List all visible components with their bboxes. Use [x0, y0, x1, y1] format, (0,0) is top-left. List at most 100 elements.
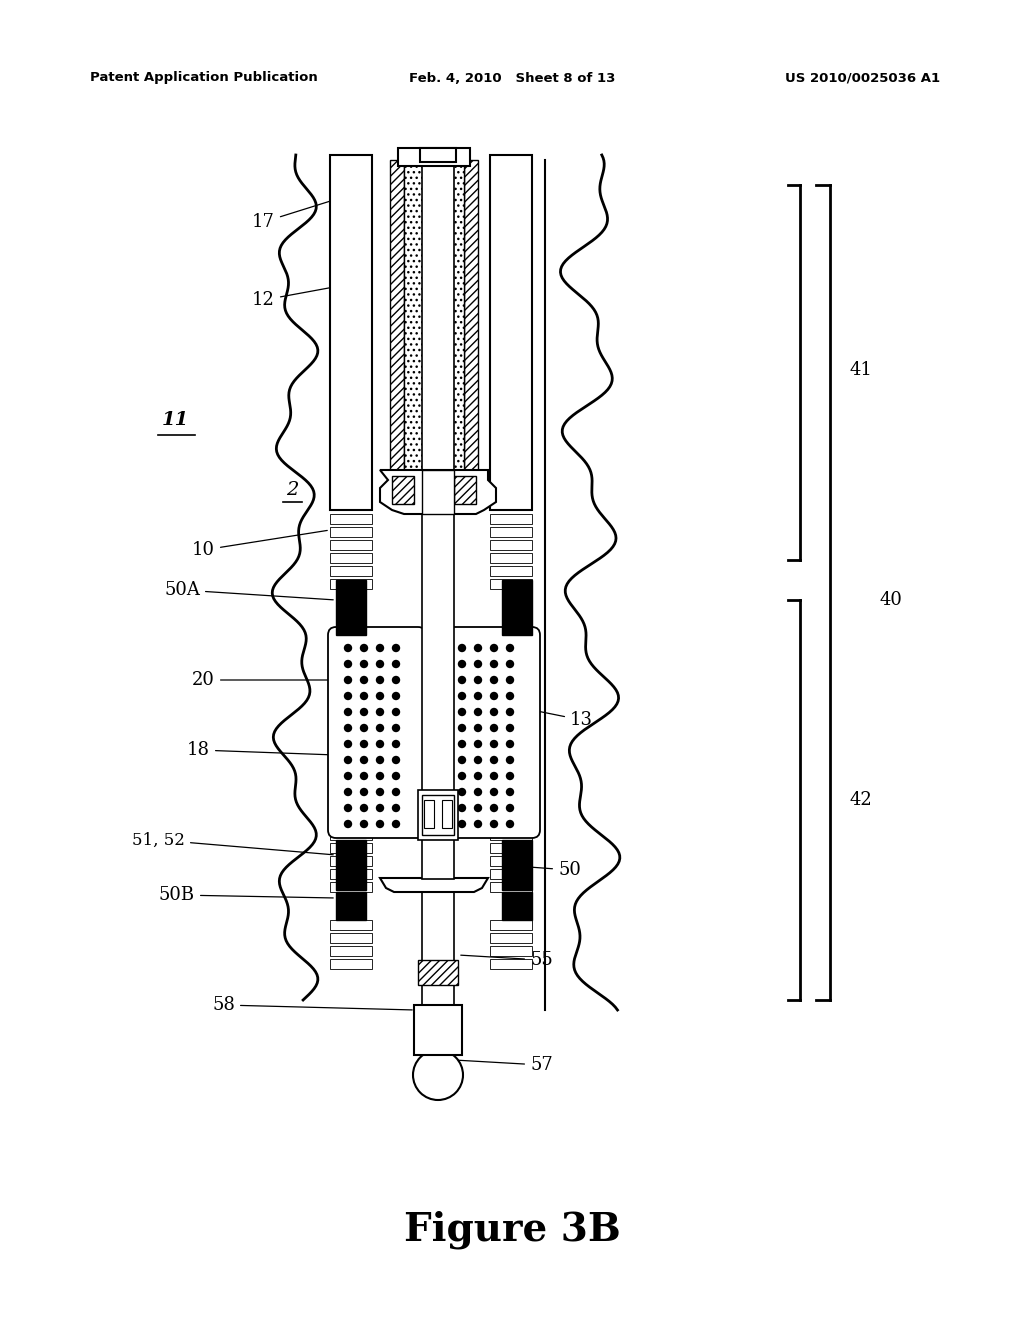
Circle shape: [490, 644, 498, 652]
Circle shape: [474, 660, 481, 668]
Circle shape: [459, 693, 466, 700]
Bar: [414, 1005, 462, 1055]
Bar: [336, 840, 366, 890]
Circle shape: [474, 709, 481, 715]
Bar: [422, 795, 454, 836]
Bar: [490, 566, 532, 576]
Text: 2: 2: [286, 480, 298, 499]
Circle shape: [459, 725, 466, 731]
Bar: [490, 960, 532, 969]
Circle shape: [507, 741, 513, 747]
Circle shape: [392, 741, 399, 747]
Bar: [330, 830, 372, 840]
Circle shape: [490, 660, 498, 668]
Circle shape: [377, 804, 384, 812]
Text: 42: 42: [850, 791, 872, 809]
Circle shape: [377, 756, 384, 763]
Polygon shape: [380, 878, 488, 892]
Text: 18: 18: [187, 741, 333, 759]
Text: 13: 13: [535, 710, 593, 729]
Circle shape: [507, 821, 513, 828]
Circle shape: [490, 741, 498, 747]
Circle shape: [344, 676, 351, 684]
Circle shape: [474, 725, 481, 731]
Bar: [490, 920, 532, 931]
Bar: [422, 513, 454, 879]
Bar: [336, 892, 366, 920]
Circle shape: [507, 804, 513, 812]
Circle shape: [344, 709, 351, 715]
Bar: [490, 933, 532, 942]
Bar: [422, 879, 454, 1008]
Bar: [418, 960, 458, 985]
Circle shape: [360, 660, 368, 668]
Circle shape: [459, 772, 466, 780]
Circle shape: [392, 788, 399, 796]
Circle shape: [474, 676, 481, 684]
Circle shape: [459, 788, 466, 796]
Bar: [422, 470, 454, 513]
Circle shape: [490, 725, 498, 731]
Circle shape: [360, 821, 368, 828]
Circle shape: [490, 788, 498, 796]
Bar: [418, 789, 458, 840]
Text: Feb. 4, 2010   Sheet 8 of 13: Feb. 4, 2010 Sheet 8 of 13: [409, 71, 615, 84]
Bar: [330, 540, 372, 550]
Circle shape: [459, 821, 466, 828]
Circle shape: [392, 660, 399, 668]
Bar: [330, 855, 372, 866]
Bar: [490, 882, 532, 892]
Circle shape: [377, 676, 384, 684]
Circle shape: [377, 644, 384, 652]
Text: 40: 40: [880, 591, 903, 609]
Bar: [420, 148, 456, 162]
Circle shape: [507, 788, 513, 796]
Circle shape: [360, 725, 368, 731]
Bar: [424, 800, 434, 828]
Circle shape: [377, 709, 384, 715]
Bar: [490, 830, 532, 840]
Text: 55: 55: [461, 950, 553, 969]
Circle shape: [360, 741, 368, 747]
Circle shape: [474, 693, 481, 700]
Circle shape: [474, 644, 481, 652]
Circle shape: [507, 676, 513, 684]
Circle shape: [344, 660, 351, 668]
Bar: [490, 553, 532, 564]
Circle shape: [507, 693, 513, 700]
Bar: [490, 869, 532, 879]
Text: 51, 52: 51, 52: [132, 832, 333, 855]
Circle shape: [360, 772, 368, 780]
Polygon shape: [380, 470, 496, 513]
Circle shape: [344, 756, 351, 763]
Bar: [330, 553, 372, 564]
Bar: [398, 148, 470, 166]
Circle shape: [490, 693, 498, 700]
Circle shape: [459, 741, 466, 747]
Bar: [442, 800, 452, 828]
Circle shape: [377, 772, 384, 780]
Text: 17: 17: [252, 189, 370, 231]
Text: Figure 3B: Figure 3B: [403, 1210, 621, 1249]
Text: 58: 58: [212, 997, 413, 1014]
Bar: [330, 933, 372, 942]
Circle shape: [360, 676, 368, 684]
Bar: [464, 160, 478, 470]
Text: Patent Application Publication: Patent Application Publication: [90, 71, 317, 84]
Circle shape: [344, 772, 351, 780]
Circle shape: [360, 756, 368, 763]
Circle shape: [344, 741, 351, 747]
Bar: [392, 477, 414, 504]
Circle shape: [392, 709, 399, 715]
Circle shape: [507, 756, 513, 763]
Text: 50: 50: [505, 861, 581, 879]
Circle shape: [507, 644, 513, 652]
Text: 50A: 50A: [164, 581, 333, 599]
Circle shape: [392, 644, 399, 652]
Bar: [330, 579, 372, 589]
Bar: [490, 579, 532, 589]
Circle shape: [344, 821, 351, 828]
Circle shape: [459, 756, 466, 763]
Circle shape: [507, 772, 513, 780]
Circle shape: [344, 693, 351, 700]
